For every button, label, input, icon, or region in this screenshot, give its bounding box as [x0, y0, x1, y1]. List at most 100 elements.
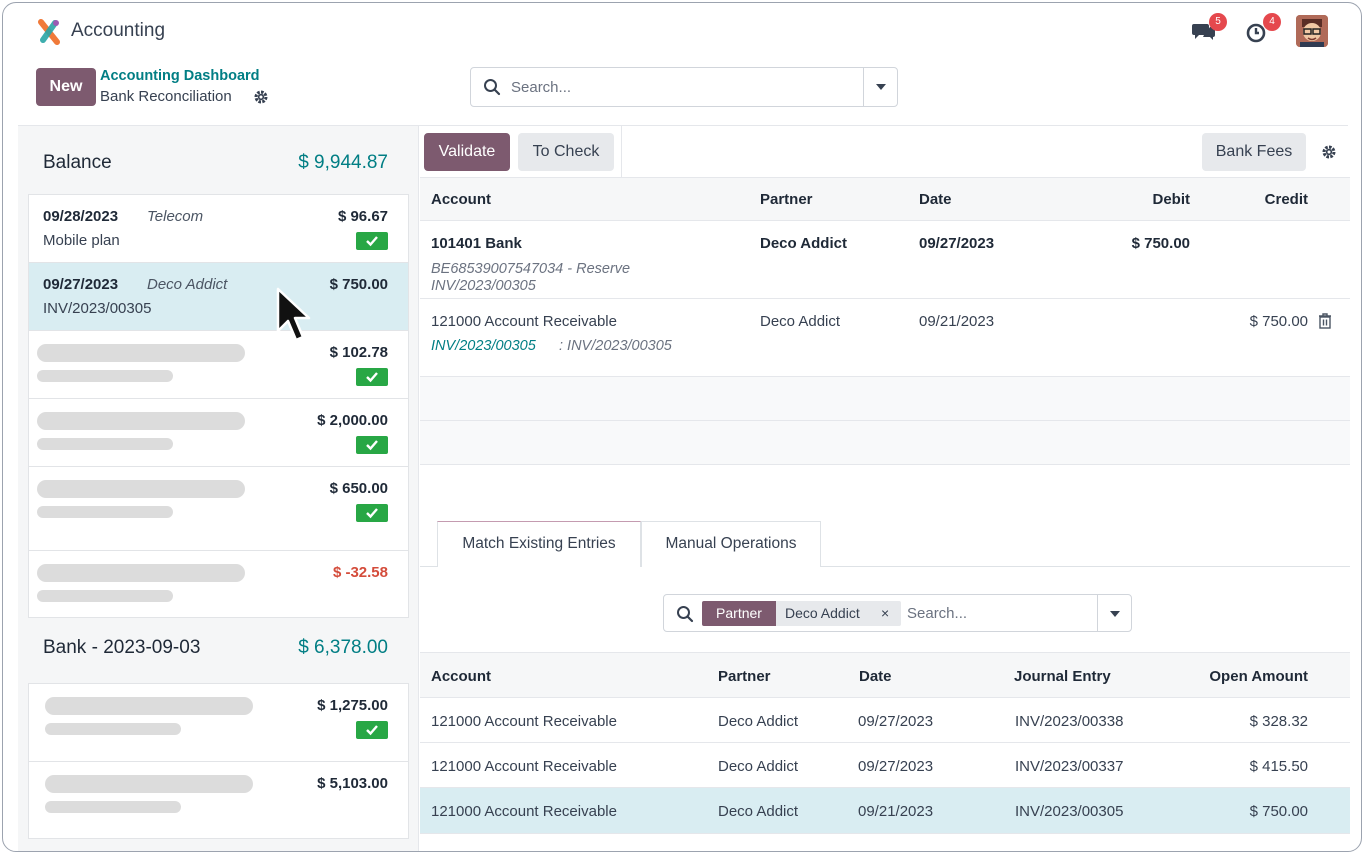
match-row[interactable]: 121000 Account Receivable Deco Addict 09… — [420, 743, 1350, 788]
mouse-pointer-icon — [276, 287, 311, 342]
search-input[interactable]: Search... — [511, 79, 572, 96]
placeholder-bar — [45, 723, 181, 735]
bank-statement-panel: Balance $ 9,944.87 09/28/2023 Telecom Mo… — [18, 126, 419, 851]
line-amount: $ 96.67 — [337, 208, 388, 225]
empty-row — [420, 465, 1350, 509]
reconciled-check-icon — [356, 436, 388, 454]
tab-match-existing-entries[interactable]: Match Existing Entries — [437, 521, 641, 567]
line-amount: $ 750.00 — [329, 276, 388, 293]
placeholder-bar — [37, 438, 173, 450]
tab-manual-operations[interactable]: Manual Operations — [641, 521, 821, 567]
validate-button[interactable]: Validate — [424, 133, 510, 171]
line-date: 09/28/2023 — [43, 208, 119, 225]
match-partner: Deco Addict — [718, 758, 799, 775]
group-title-bank: Bank - 2023-09-03 — [43, 637, 201, 658]
statement-line[interactable]: 09/28/2023 Telecom Mobile plan $ 96.67 — [29, 195, 408, 263]
invoice-link[interactable]: INV/2023/00305 — [431, 338, 536, 354]
column-header-account: Account — [431, 668, 491, 685]
settings-gear-icon[interactable] — [1321, 144, 1337, 160]
reconciled-check-icon — [356, 232, 388, 250]
search-icon — [484, 79, 501, 96]
remove-facet-icon[interactable]: × — [881, 605, 890, 621]
reconciled-check-icon — [356, 368, 388, 386]
entry-account: 101401 Bank — [431, 235, 522, 252]
statement-line[interactable]: $ -32.58 — [29, 551, 408, 619]
column-header-account: Account — [431, 191, 491, 208]
to-check-button[interactable]: To Check — [518, 133, 614, 171]
main-search-bar[interactable]: Search... — [470, 67, 898, 107]
match-journal-entry: INV/2023/00305 — [1015, 803, 1124, 820]
statement-line[interactable]: $ 2,000.00 — [29, 399, 408, 467]
entry-reference: BE68539007547034 - Reserve — [431, 261, 631, 277]
divider — [621, 126, 622, 178]
entry-account: 121000 Account Receivable — [431, 313, 617, 330]
match-open-amount: $ 328.32 — [1249, 713, 1308, 730]
statement-line[interactable]: $ 102.78 — [29, 331, 408, 399]
breadcrumb-accounting-dashboard[interactable]: Accounting Dashboard — [100, 68, 260, 84]
page-actions-gear-icon[interactable] — [253, 89, 269, 105]
entry-reference: INV/2023/00305 — [431, 278, 536, 294]
statement-line[interactable]: $ 650.00 — [29, 467, 408, 551]
match-partner: Deco Addict — [718, 713, 799, 730]
match-journal-entry: INV/2023/00338 — [1015, 713, 1124, 730]
line-amount: $ 5,103.00 — [317, 775, 388, 792]
bank-fees-button[interactable]: Bank Fees — [1202, 133, 1306, 171]
new-button[interactable]: New — [36, 68, 96, 106]
empty-row — [420, 421, 1350, 465]
placeholder-bar — [37, 506, 173, 518]
placeholder-bar — [37, 564, 245, 582]
match-account: 121000 Account Receivable — [431, 758, 617, 775]
search-options-toggle[interactable] — [863, 68, 897, 106]
line-date: 09/27/2023 — [43, 276, 119, 293]
placeholder-bar — [37, 344, 245, 362]
user-avatar[interactable] — [1296, 15, 1328, 47]
match-date: 09/27/2023 — [858, 713, 934, 730]
match-row-selected[interactable]: 121000 Account Receivable Deco Addict 09… — [420, 788, 1350, 834]
placeholder-bar — [37, 480, 245, 498]
empty-row — [420, 377, 1350, 421]
accounting-app-icon[interactable] — [37, 19, 61, 45]
trash-icon[interactable] — [1318, 313, 1332, 329]
entry-debit: $ 750.00 — [1131, 235, 1190, 252]
placeholder-bar — [45, 801, 181, 813]
match-search-options-toggle[interactable] — [1097, 595, 1131, 631]
entries-table-header: Account Partner Date Debit Credit — [420, 178, 1350, 221]
messages-count-badge: 5 — [1209, 13, 1227, 31]
entry-reference: : INV/2023/00305 — [559, 338, 672, 354]
entry-row[interactable]: 121000 Account Receivable Deco Addict 09… — [420, 299, 1350, 377]
entry-date: 09/27/2023 — [919, 235, 995, 252]
match-search-input[interactable]: Search... — [907, 605, 968, 622]
match-open-amount: $ 415.50 — [1249, 758, 1308, 775]
app-title: Accounting — [71, 20, 166, 41]
match-row[interactable]: 121000 Account Receivable Deco Addict 09… — [420, 698, 1350, 743]
breadcrumb-current-page: Bank Reconciliation — [100, 88, 232, 105]
column-header-partner: Partner — [760, 191, 813, 208]
line-label: INV/2023/00305 — [43, 300, 152, 317]
statement-lines-list: 09/28/2023 Telecom Mobile plan $ 96.67 0… — [28, 194, 409, 618]
match-account: 121000 Account Receivable — [431, 803, 617, 820]
line-partner: Telecom — [147, 208, 204, 225]
entry-row[interactable]: 101401 Bank Deco Addict 09/27/2023 $ 750… — [420, 221, 1350, 299]
entry-date: 09/21/2023 — [919, 313, 995, 330]
group-amount-bank: $ 6,378.00 — [298, 637, 388, 658]
match-partner: Deco Addict — [718, 803, 799, 820]
match-date: 09/27/2023 — [858, 758, 934, 775]
top-navbar: Accounting 5 4 — [3, 3, 1361, 59]
entry-partner: Deco Addict — [760, 235, 847, 252]
action-button-bar: Validate To Check Bank Fees — [420, 126, 1350, 178]
statement-line-selected[interactable]: 09/27/2023 Deco Addict INV/2023/00305 $ … — [29, 263, 408, 331]
messages-icon[interactable]: 5 — [1191, 13, 1227, 47]
statement-line[interactable]: $ 1,275.00 — [29, 684, 408, 762]
line-amount: $ 102.78 — [329, 344, 388, 361]
filter-facet-value: Deco Addict — [776, 601, 901, 626]
chevron-down-icon — [876, 84, 886, 90]
activities-clock-icon[interactable]: 4 — [1245, 13, 1281, 47]
line-amount-negative: $ -32.58 — [332, 564, 388, 581]
statement-line[interactable]: $ 5,103.00 — [29, 762, 408, 840]
match-journal-entry: INV/2023/00337 — [1015, 758, 1124, 775]
reconciliation-panel: Validate To Check Bank Fees Account Part… — [420, 126, 1350, 851]
match-search-bar[interactable]: Partner Deco Addict × Search... — [663, 594, 1132, 632]
activities-count-badge: 4 — [1263, 13, 1281, 31]
column-header-open-amount: Open Amount — [1209, 668, 1308, 685]
